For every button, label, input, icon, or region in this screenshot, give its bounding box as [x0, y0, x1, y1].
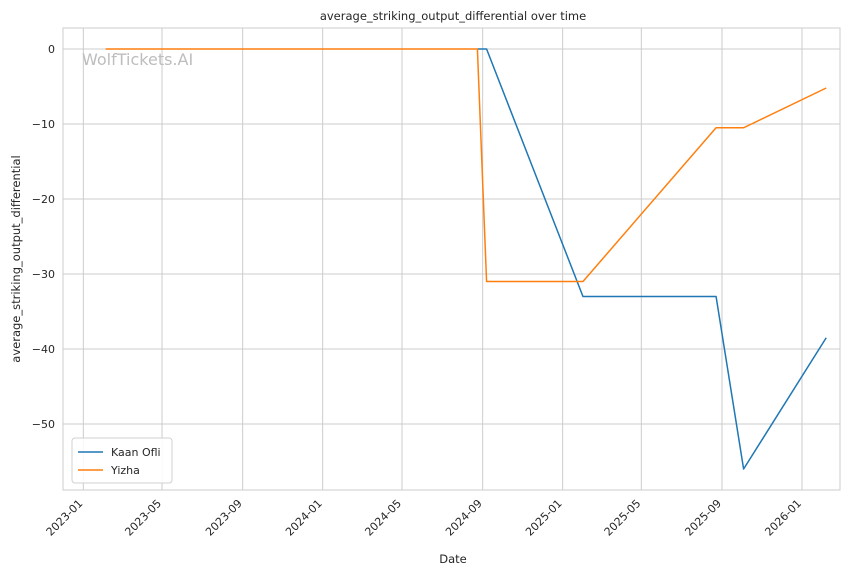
x-tick-label: 2023-01 — [44, 497, 86, 539]
x-tick-label: 2025-09 — [682, 497, 724, 539]
x-tick-label: 2025-05 — [602, 497, 644, 539]
x-tick-label: 2024-09 — [443, 497, 485, 539]
y-tick-label: −10 — [32, 118, 55, 131]
y-tick-label: 0 — [48, 43, 55, 56]
watermark: WolfTickets.AI — [82, 50, 193, 69]
legend-label-yizha: Yizha — [110, 464, 140, 477]
legend-label-kaan-ofli: Kaan Ofli — [111, 446, 161, 459]
legend-box — [71, 437, 173, 484]
x-tick-label: 2024-01 — [283, 497, 325, 539]
y-tick-label: −50 — [32, 418, 55, 431]
x-tick-label: 2025-01 — [523, 497, 565, 539]
series-layer — [105, 48, 827, 470]
y-tick-label: −40 — [32, 343, 55, 356]
series-line-yizha — [105, 48, 827, 283]
legend: Kaan Ofli Yizha — [71, 437, 173, 484]
x-tick-label: 2026-01 — [762, 497, 804, 539]
x-axis-title: Date — [439, 552, 467, 566]
x-tick-label: 2024-05 — [362, 497, 404, 539]
series-line-kaan-ofli — [477, 48, 827, 470]
y-axis-title: average_striking_output_differential — [9, 155, 23, 362]
x-tick-label: 2023-09 — [203, 497, 245, 539]
y-tick-label: −30 — [32, 268, 55, 281]
chart-title: average_striking_output_differential ove… — [320, 9, 586, 23]
plot-area — [62, 27, 841, 491]
x-tick-label: 2023-05 — [122, 497, 164, 539]
y-tick-label: −20 — [32, 193, 55, 206]
